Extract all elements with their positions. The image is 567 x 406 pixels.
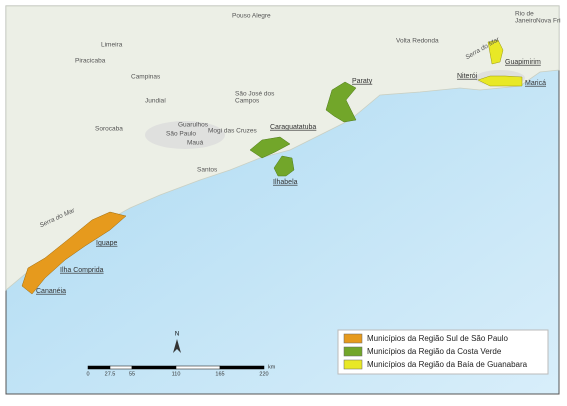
place: Cananéia <box>36 288 66 295</box>
place: Jundiaí <box>145 98 166 105</box>
place: Paraty <box>352 78 373 85</box>
place: Maricá <box>525 80 546 87</box>
scale-unit: km <box>268 364 276 370</box>
legend-swatch <box>343 359 363 370</box>
north-arrow: N <box>173 332 181 353</box>
scale-label: 0 <box>86 371 89 377</box>
place: São Paulo <box>166 131 196 138</box>
place: Campos <box>235 98 260 105</box>
place: Sorocaba <box>95 126 123 133</box>
scale-segment <box>131 365 177 370</box>
place: Limeira <box>101 42 123 49</box>
legend-label: Municípios da Região da Baía de Guanabar… <box>367 360 528 369</box>
place: Rio de <box>515 11 534 18</box>
scale-label: 110 <box>172 371 181 377</box>
region-costa-verde <box>325 81 357 123</box>
scale-label: 220 <box>259 371 268 377</box>
place: Pouso Alegre <box>232 13 271 20</box>
place: Campinas <box>131 74 161 81</box>
region-guanabara <box>487 39 504 65</box>
scale-segment <box>175 365 221 370</box>
place: Guapimirim <box>505 59 541 66</box>
urban-area <box>145 121 225 149</box>
place: Piracicaba <box>75 58 106 65</box>
legend-label: Municípios da Região da Costa Verde <box>367 347 502 356</box>
region-guanabara <box>477 75 523 87</box>
place: Volta Redonda <box>396 38 439 45</box>
scale-label: 27.5 <box>105 371 116 377</box>
north-label: N <box>175 332 179 338</box>
legend-swatch <box>343 346 363 357</box>
north-arrow-icon <box>173 339 181 353</box>
region-costa-verde <box>273 155 295 177</box>
region-costa-verde <box>249 136 291 159</box>
place: São José dos <box>235 91 275 98</box>
place: Mauá <box>187 140 204 147</box>
legend <box>337 329 549 375</box>
place: Caraguatatuba <box>270 124 316 131</box>
place: Iguape <box>96 240 118 247</box>
place: Mogi das Cruzes <box>208 128 258 135</box>
scale-label: 165 <box>215 371 224 377</box>
place: Guarulhos <box>178 122 209 129</box>
place: Niterói <box>457 73 478 80</box>
scale-label: 55 <box>129 371 135 377</box>
place: Ilhabela <box>273 179 298 186</box>
place: Santos <box>197 167 218 174</box>
scale-segment <box>219 365 265 370</box>
legend-label: Municípios da Região Sul de São Paulo <box>367 334 509 343</box>
scale-segment <box>87 365 111 370</box>
region-sul-sp <box>21 211 127 295</box>
place: Ilha Comprida <box>60 267 104 274</box>
legend-swatch <box>343 333 363 344</box>
place: Janeiro <box>515 18 537 25</box>
scale-segment <box>109 365 133 370</box>
place: Nova Fri <box>536 18 561 25</box>
